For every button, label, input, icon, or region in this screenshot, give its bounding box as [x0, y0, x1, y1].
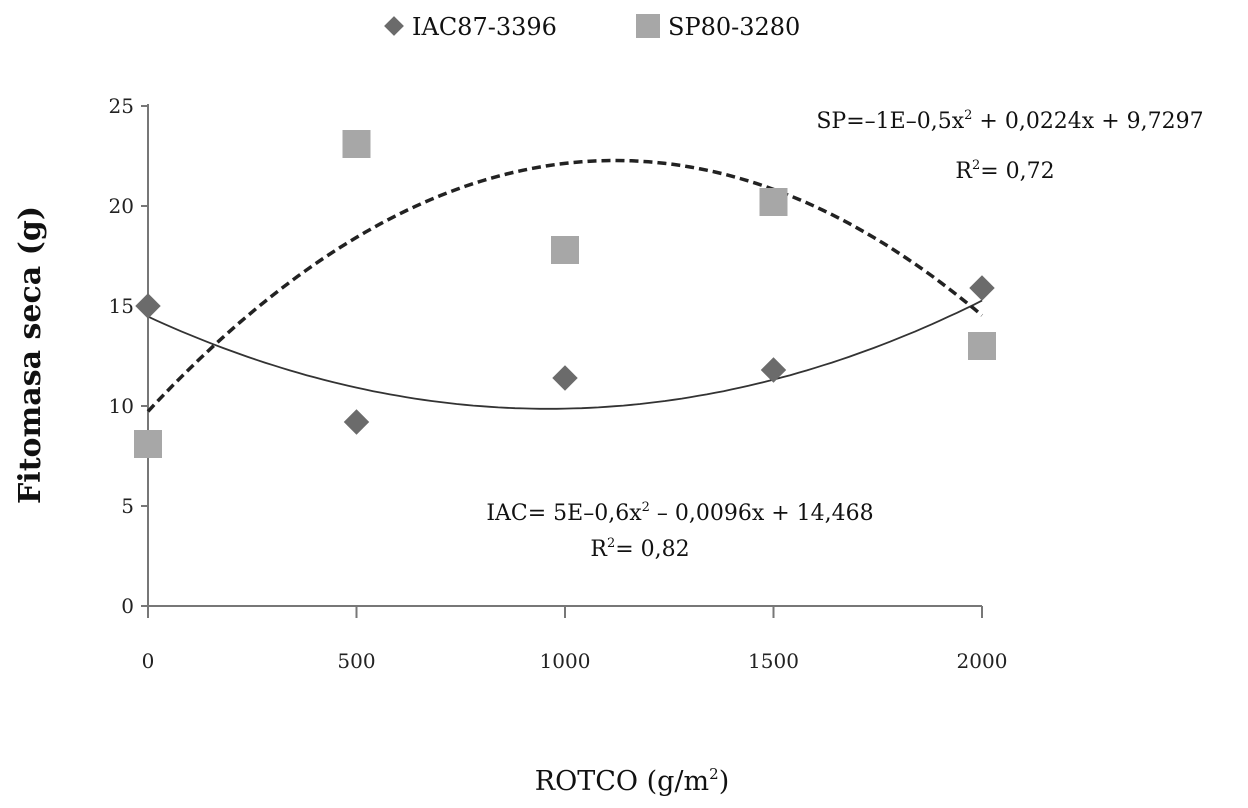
- x-axis-title: ROTCO (g/m2): [535, 765, 729, 797]
- point-iac87-3396: [969, 275, 995, 301]
- point-sp80-3280: [968, 332, 996, 360]
- trendline-iac: [147, 299, 983, 410]
- y-tick-label: 10: [109, 394, 134, 418]
- x-tick-label: 500: [337, 649, 375, 673]
- r2-sp: R2= 0,72: [955, 158, 1054, 184]
- data-points: [134, 130, 996, 458]
- legend-label-sp: SP80-3280: [668, 13, 800, 41]
- y-tick-label: 5: [121, 494, 134, 518]
- y-axis-title: Fitomasa seca (g): [13, 206, 48, 504]
- point-sp80-3280: [134, 430, 162, 458]
- legend: IAC87-3396 SP80-3280: [384, 13, 800, 41]
- point-iac87-3396: [760, 357, 787, 383]
- axis-ticks: 0 5 10 15 20 25 0 500 1000 1500 2000: [109, 94, 1008, 673]
- y-tick-label: 20: [109, 194, 134, 218]
- x-tick-label: 1000: [540, 649, 591, 673]
- equation-iac: IAC= 5E–0,6x2 – 0,0096x + 14,468: [486, 500, 873, 526]
- x-tick-label: 1500: [748, 649, 799, 673]
- point-sp80-3280: [551, 236, 579, 264]
- trendline-sp: [146, 158, 984, 413]
- x-tick-label: 0: [142, 649, 155, 673]
- point-sp80-3280: [342, 130, 371, 158]
- legend-marker-sp: [636, 14, 660, 38]
- point-iac87-3396: [343, 409, 370, 435]
- x-tick-label: 2000: [957, 649, 1008, 673]
- legend-marker-iac: [384, 16, 404, 36]
- legend-label-iac: IAC87-3396: [412, 13, 557, 41]
- r2-iac: R2= 0,82: [590, 536, 689, 562]
- point-sp80-3280: [759, 188, 788, 216]
- equation-sp: SP=–1E–0,5x2 + 0,0224x + 9,7297: [816, 108, 1203, 134]
- point-iac87-3396: [135, 293, 161, 319]
- y-tick-label: 25: [109, 94, 134, 118]
- point-iac87-3396: [552, 365, 578, 391]
- y-tick-label: 15: [109, 294, 134, 318]
- y-tick-label: 0: [121, 594, 134, 618]
